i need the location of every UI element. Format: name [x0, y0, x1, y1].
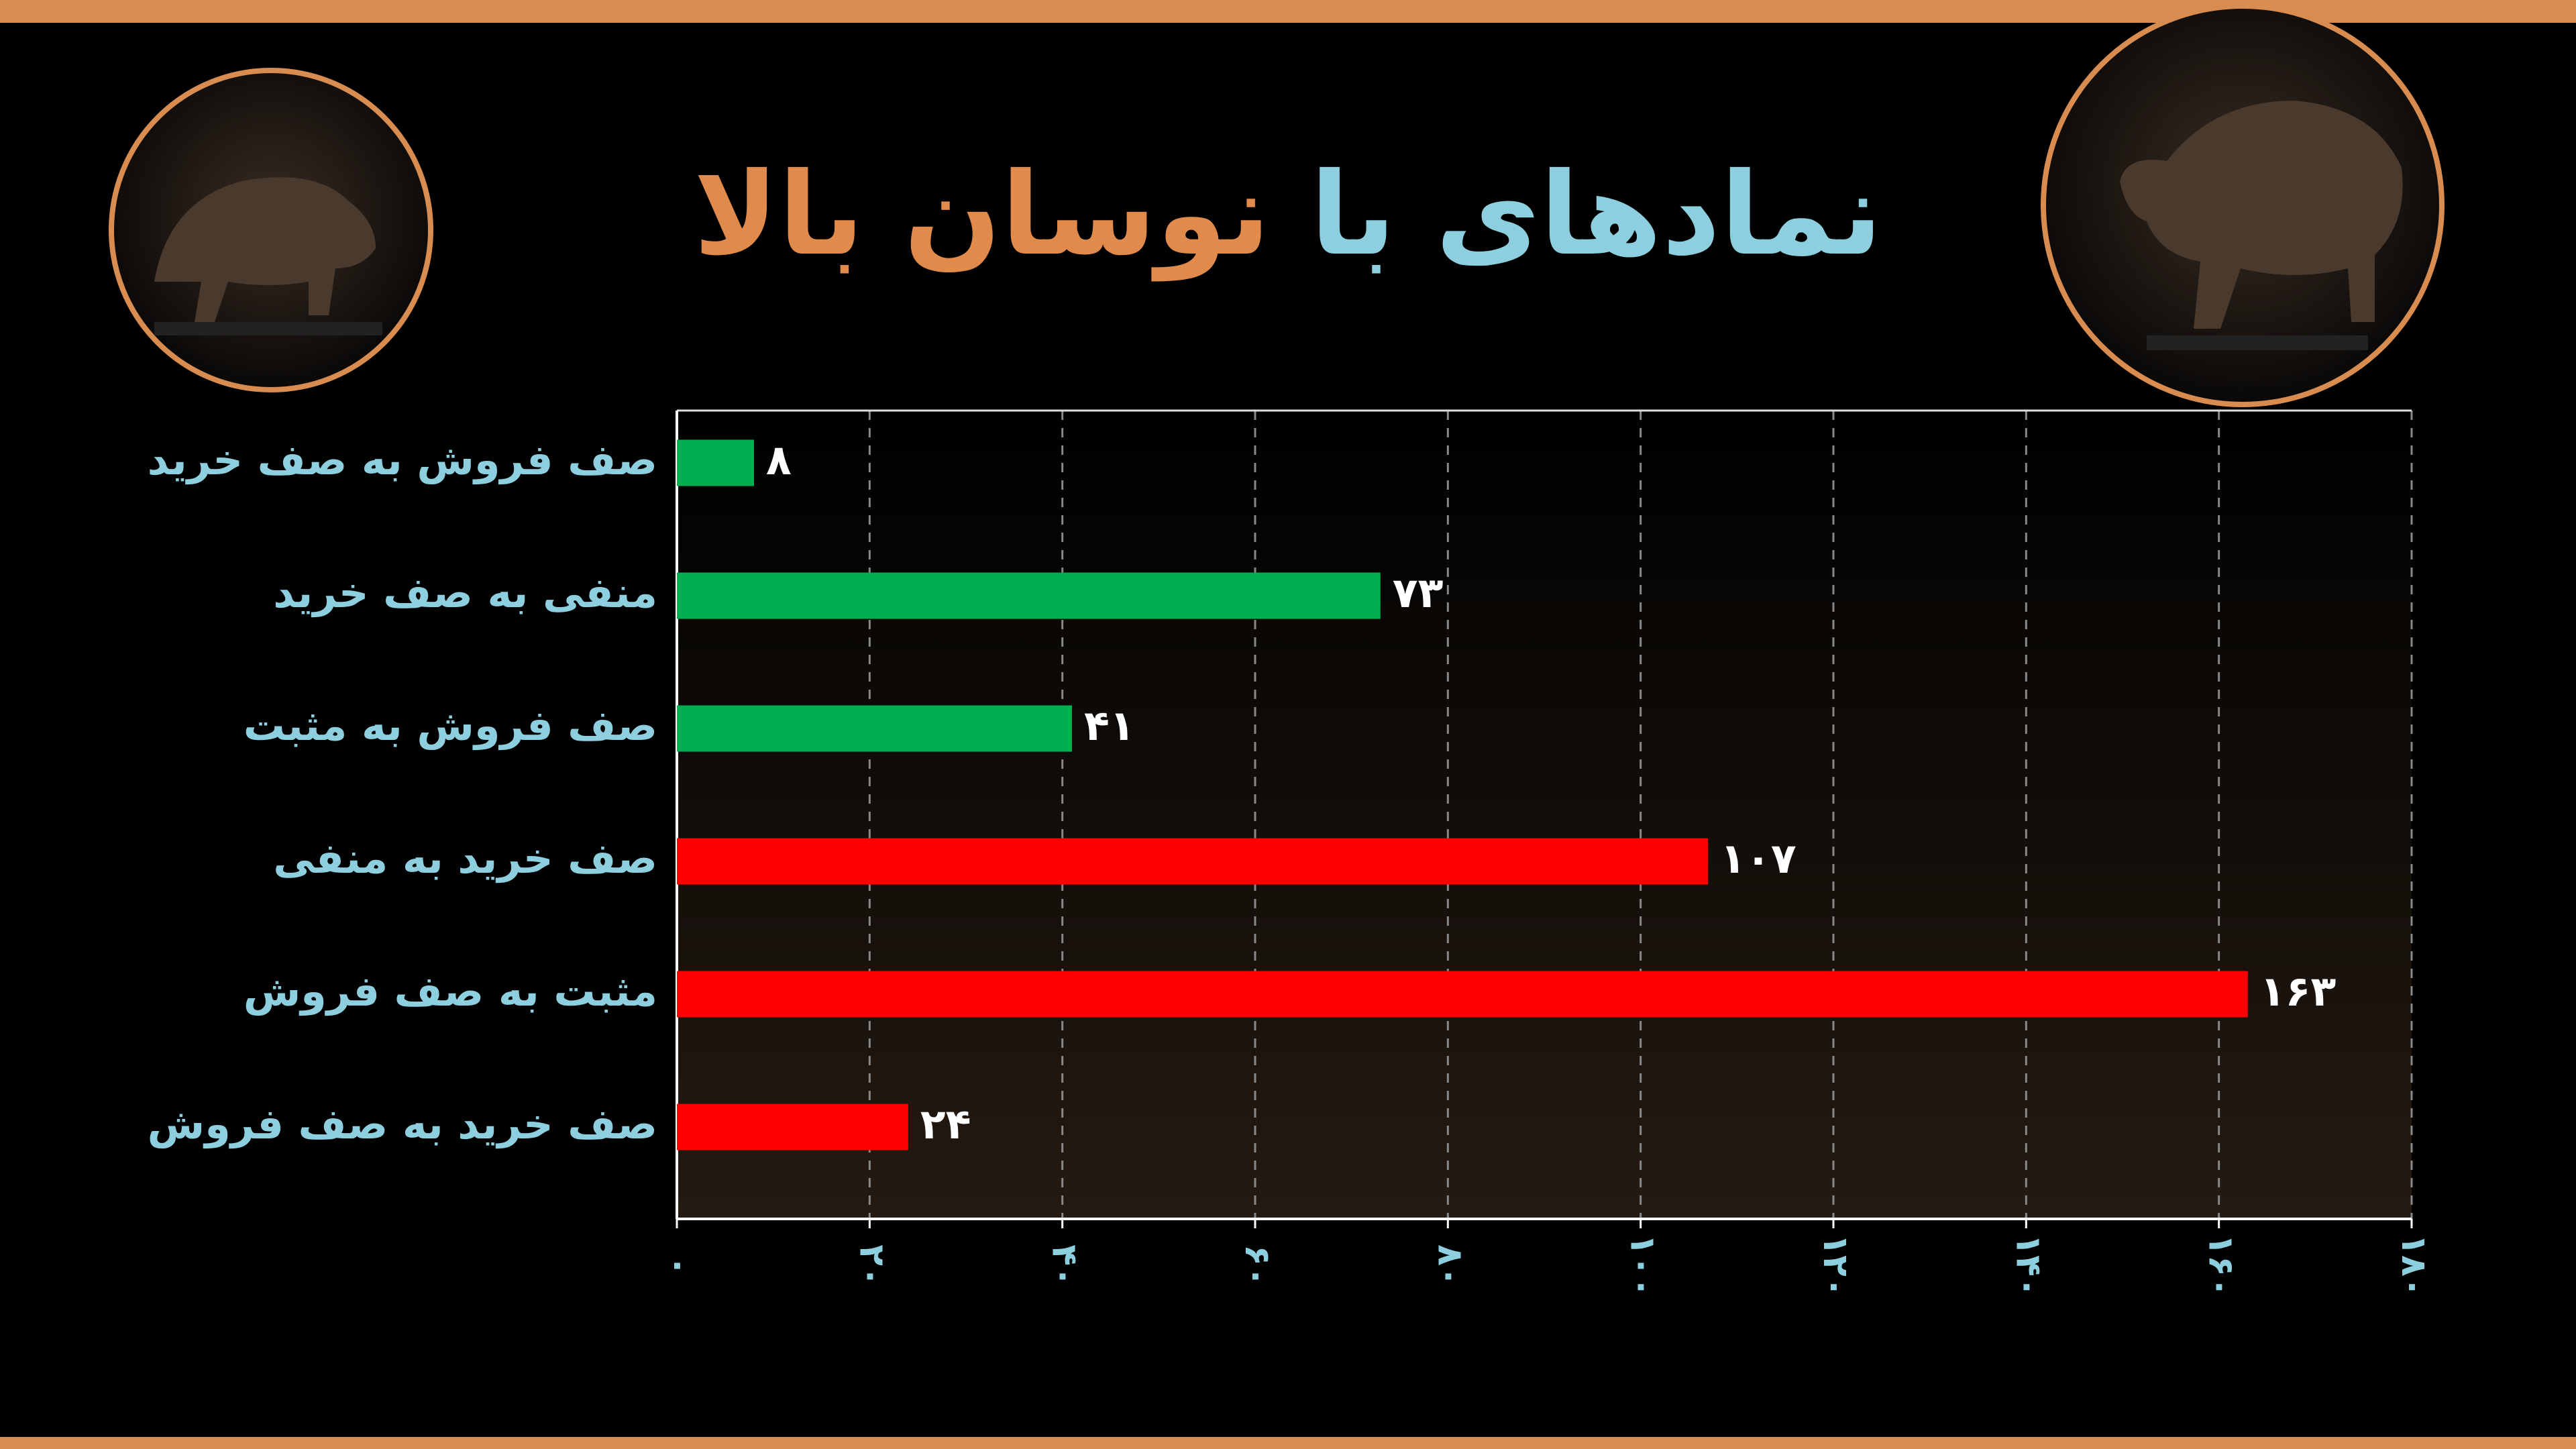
title-highlight: نوسان بالا — [693, 148, 1271, 281]
x-tick-label: ۶۰ — [1237, 1244, 1277, 1287]
plot-area — [677, 411, 2412, 1219]
title-part: نمادهای با — [1309, 148, 1883, 281]
top-band — [0, 0, 2576, 23]
y-tick-label: صف فروش به صف خرید — [148, 435, 657, 484]
bar — [677, 705, 1073, 752]
value-label: ۸ — [766, 435, 792, 484]
x-tick-label: ۱۰۰ — [1623, 1234, 1663, 1297]
y-tick-label: صف خرید به منفی — [273, 834, 657, 883]
bar — [677, 572, 1381, 619]
x-tick-label: ۴۰ — [1044, 1244, 1085, 1287]
x-tick-label: ۸۰ — [1430, 1244, 1470, 1287]
bar — [677, 838, 1709, 885]
x-tick-label: ۱۶۰ — [2201, 1234, 2241, 1297]
bar — [677, 439, 754, 486]
value-label: ۱۶۳ — [2260, 967, 2337, 1016]
bar — [677, 1104, 908, 1150]
y-tick-label: مثبت به صف فروش — [244, 967, 657, 1016]
x-tick-label: ۲۰ — [851, 1244, 892, 1287]
bear-badge — [109, 68, 433, 392]
value-label: ۷۳ — [1393, 568, 1444, 617]
value-label: ۱۰۷ — [1720, 834, 1796, 883]
x-tick-label: ۰ — [659, 1255, 699, 1277]
y-tick-label: منفی به صف خرید — [273, 568, 657, 617]
y-tick-label: صف فروش به مثبت — [244, 701, 657, 750]
x-tick-label: ۱۴۰ — [2008, 1234, 2048, 1297]
bar — [677, 971, 2248, 1018]
x-tick-label: ۱۲۰ — [1815, 1234, 1856, 1297]
x-tick-label: ۱۸۰ — [2394, 1234, 2434, 1297]
bull-badge — [2041, 3, 2445, 407]
y-tick-label: صف خرید به صف فروش — [148, 1099, 657, 1148]
bottom-band — [0, 1437, 2576, 1449]
chart-title: نمادهای با نوسان بالا — [0, 134, 2576, 295]
value-label: ۴۱ — [1084, 701, 1135, 750]
value-label: ۲۴ — [920, 1099, 971, 1148]
